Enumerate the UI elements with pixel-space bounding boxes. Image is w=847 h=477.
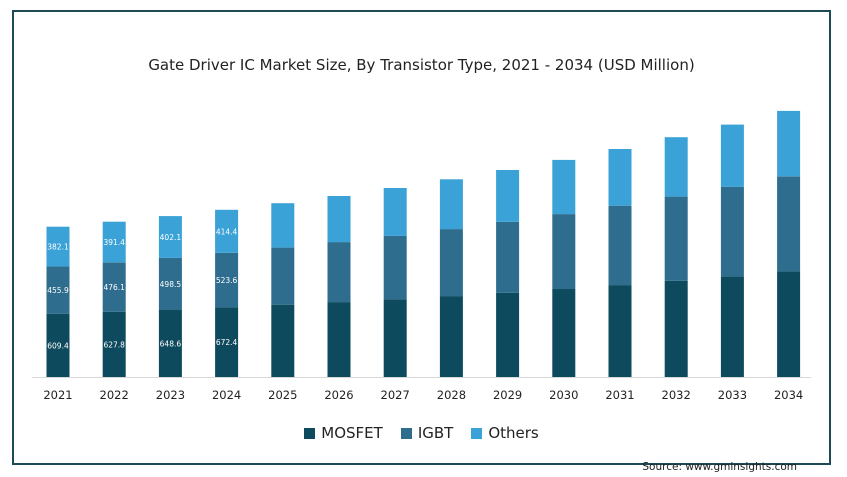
bar-mosfet-2022 bbox=[102, 311, 126, 377]
data-label-others-2022: 391.4 bbox=[103, 238, 125, 247]
bar-igbt-2022 bbox=[102, 262, 126, 312]
legend-item-mosfet: MOSFET bbox=[304, 424, 383, 442]
x-tick-label-2022: 2022 bbox=[100, 388, 129, 402]
bar-others-2032 bbox=[664, 137, 688, 197]
x-tick-label-2029: 2029 bbox=[493, 388, 522, 402]
bar-igbt-2026 bbox=[327, 242, 351, 303]
bar-mosfet-2026 bbox=[327, 302, 351, 377]
x-tick-label-2024: 2024 bbox=[212, 388, 241, 402]
x-tick-label-2026: 2026 bbox=[324, 388, 353, 402]
bar-igbt-2025 bbox=[271, 247, 295, 305]
bar-igbt-2032 bbox=[664, 196, 688, 281]
bar-others-2026 bbox=[327, 196, 351, 243]
x-tick-label-2028: 2028 bbox=[437, 388, 466, 402]
bar-igbt-2033 bbox=[720, 186, 744, 277]
data-label-mosfet-2022: 627.8 bbox=[103, 340, 125, 349]
legend-item-igbt: IGBT bbox=[400, 424, 454, 442]
data-label-others-2021: 382.1 bbox=[47, 243, 69, 252]
bar-igbt-2031 bbox=[608, 205, 632, 286]
legend-swatch-igbt bbox=[400, 427, 412, 439]
x-tick-label-2025: 2025 bbox=[268, 388, 297, 402]
bar-others-2031 bbox=[608, 149, 632, 206]
bar-mosfet-2032 bbox=[664, 280, 688, 377]
bar-others-2023 bbox=[158, 216, 182, 258]
x-tick-label-2023: 2023 bbox=[156, 388, 185, 402]
bar-igbt-2024 bbox=[215, 252, 239, 308]
bar-igbt-2023 bbox=[158, 257, 182, 310]
bar-igbt-2028 bbox=[439, 229, 463, 297]
data-label-others-2023: 402.1 bbox=[160, 233, 182, 242]
legend-item-others: Others bbox=[471, 424, 539, 442]
x-tick-label-2034: 2034 bbox=[774, 388, 803, 402]
bar-others-2030 bbox=[552, 159, 576, 215]
data-label-igbt-2024: 523.6 bbox=[216, 276, 238, 285]
bar-others-2022 bbox=[102, 221, 126, 263]
bar-others-2028 bbox=[439, 179, 463, 230]
bar-igbt-2030 bbox=[552, 214, 576, 290]
bar-igbt-2021 bbox=[46, 266, 70, 314]
x-tick-label-2021: 2021 bbox=[43, 388, 72, 402]
bar-mosfet-2027 bbox=[383, 299, 407, 377]
bar-mosfet-2021 bbox=[46, 313, 70, 377]
bar-others-2029 bbox=[496, 170, 520, 222]
chart-frame: Gate Driver IC Market Size, By Transisto… bbox=[12, 10, 831, 473]
legend-label-others: Others bbox=[488, 424, 539, 442]
legend-swatch-mosfet bbox=[304, 427, 316, 439]
source-note: Source: www.gminsights.com bbox=[642, 461, 797, 473]
data-label-mosfet-2024: 672.4 bbox=[216, 338, 238, 347]
data-label-igbt-2021: 455.9 bbox=[47, 286, 69, 295]
x-tick-label-2033: 2033 bbox=[718, 388, 747, 402]
x-tick-label-2030: 2030 bbox=[549, 388, 578, 402]
bar-mosfet-2023 bbox=[158, 309, 182, 377]
bar-igbt-2029 bbox=[496, 222, 520, 293]
x-tick-label-2031: 2031 bbox=[605, 388, 634, 402]
bar-others-2027 bbox=[383, 188, 407, 236]
bar-chart: 609.4 455.9 382.1 2021 627.8 476.1 391.4 2022 64… bbox=[32, 110, 811, 402]
bar-others-2034 bbox=[777, 110, 801, 177]
bar-mosfet-2031 bbox=[608, 285, 632, 377]
data-label-igbt-2023: 498.5 bbox=[160, 280, 182, 289]
data-label-igbt-2022: 476.1 bbox=[103, 283, 125, 292]
bar-mosfet-2034 bbox=[777, 271, 801, 377]
x-tick-label-2032: 2032 bbox=[662, 388, 691, 402]
bar-others-2033 bbox=[720, 124, 744, 187]
bar-mosfet-2025 bbox=[271, 304, 295, 377]
data-label-mosfet-2023: 648.6 bbox=[160, 339, 182, 348]
bar-igbt-2027 bbox=[383, 235, 407, 300]
bar-others-2025 bbox=[271, 203, 295, 248]
bar-mosfet-2030 bbox=[552, 289, 576, 377]
data-label-mosfet-2021: 609.4 bbox=[47, 341, 69, 350]
legend-swatch-others bbox=[471, 427, 483, 439]
data-label-others-2024: 414.4 bbox=[216, 227, 238, 236]
x-tick-label-2027: 2027 bbox=[381, 388, 410, 402]
legend-label-igbt: IGBT bbox=[417, 424, 454, 442]
bar-mosfet-2033 bbox=[720, 276, 744, 377]
bar-mosfet-2028 bbox=[439, 296, 463, 377]
legend-label-mosfet: MOSFET bbox=[321, 424, 383, 442]
chart-title: Gate Driver IC Market Size, By Transisto… bbox=[148, 56, 695, 74]
bar-mosfet-2024 bbox=[215, 307, 239, 377]
bar-others-2024 bbox=[215, 209, 239, 253]
bar-mosfet-2029 bbox=[496, 292, 520, 377]
bar-others-2021 bbox=[46, 226, 70, 267]
legend: MOSFET IGBT Others bbox=[14, 424, 829, 442]
bar-igbt-2034 bbox=[777, 176, 801, 272]
